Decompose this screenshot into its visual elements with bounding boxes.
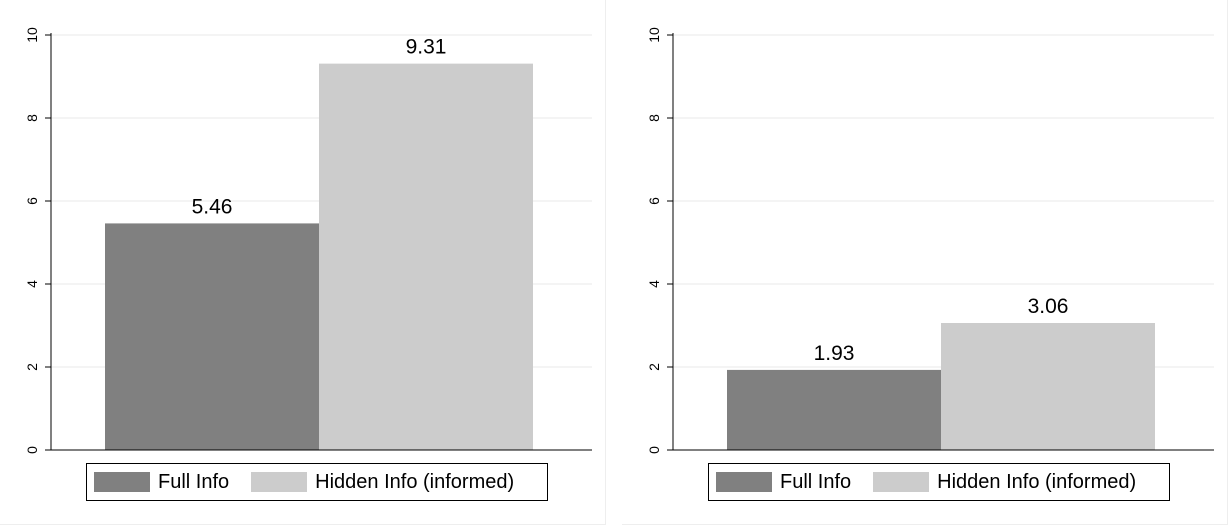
legend-swatch [251, 472, 308, 492]
legend-label: Full Info [780, 470, 852, 493]
bar-hidden-info [941, 323, 1155, 450]
y-tick-label: 4 [24, 280, 40, 288]
bar-hidden-info [319, 63, 533, 450]
legend-label: Full Info [158, 470, 230, 493]
y-tick-label: 6 [646, 197, 662, 205]
legend-label: Hidden Info (informed) [315, 470, 515, 493]
bar-full-info [727, 369, 941, 450]
legend-label: Hidden Info (informed) [937, 470, 1137, 493]
y-tick-label: 4 [646, 280, 662, 288]
bar-full-info [105, 223, 319, 450]
legend-swatch [716, 472, 772, 492]
legend-item-hidden-info: Hidden Info (informed) [251, 471, 514, 494]
y-tick-label: 8 [646, 114, 662, 122]
y-tick-label: 10 [646, 27, 662, 43]
y-tick-label: 6 [24, 197, 40, 205]
y-tick-label: 8 [24, 114, 40, 122]
legend-swatch [94, 472, 150, 492]
left-bar-chart: 0 2 4 6 8 10 5.46 9.31 [24, 27, 592, 454]
right-chart-panel: 0 2 4 6 8 10 1.93 3.06 Full Info Hidden Info (i… [622, 0, 1229, 526]
panel-frame [622, 0, 1228, 525]
left-chart-panel: 0 2 4 6 8 10 5.46 9.31 Full Info Hidden Info (i… [0, 0, 607, 526]
legend-swatch [873, 472, 930, 492]
y-tick-label: 0 [24, 446, 40, 454]
data-label: 9.31 [406, 36, 447, 59]
right-bar-chart: 0 2 4 6 8 10 1.93 3.06 [646, 27, 1214, 454]
chart-legend: Full Info Hidden Info (informed) [708, 463, 1170, 501]
y-tick-label: 0 [646, 446, 662, 454]
y-tick-label: 2 [24, 363, 40, 371]
chart-legend: Full Info Hidden Info (informed) [86, 463, 548, 501]
legend-item-hidden-info: Hidden Info (informed) [873, 471, 1136, 494]
y-tick-label: 2 [646, 363, 662, 371]
y-tick-label: 10 [24, 27, 40, 43]
legend-item-full-info: Full Info [94, 471, 229, 494]
legend-item-full-info: Full Info [716, 471, 851, 494]
panel-frame [0, 0, 606, 525]
data-label: 5.46 [192, 195, 233, 218]
data-label: 3.06 [1028, 295, 1069, 318]
data-label: 1.93 [814, 342, 855, 365]
